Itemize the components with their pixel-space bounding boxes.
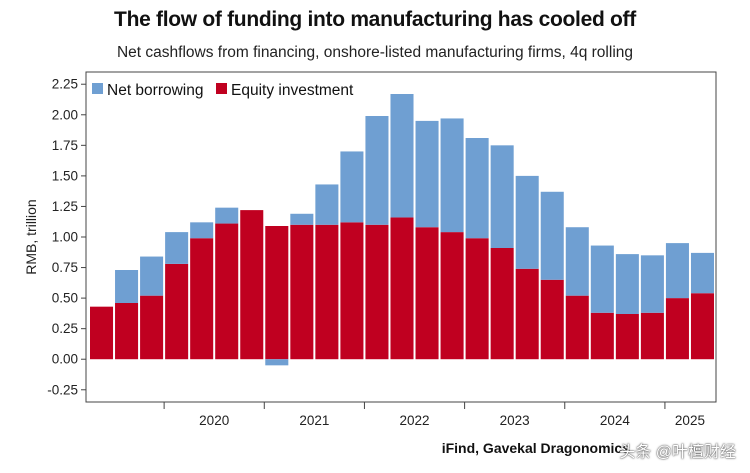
- bar-equity-investment-2024Q4: [640, 312, 664, 360]
- bar-net-borrowing-2019Q3: [115, 270, 139, 303]
- bar-equity-investment-2021Q3: [315, 224, 339, 360]
- source-note: iFind, Gavekal Dragonomics: [441, 440, 630, 456]
- y-tick-label: 0.25: [52, 321, 78, 336]
- bar-equity-investment-2022Q4: [440, 232, 464, 360]
- bar-equity-investment-2020Q3: [215, 223, 239, 360]
- bar-equity-investment-2020Q4: [240, 210, 264, 360]
- y-tick-label: 2.00: [52, 107, 78, 122]
- bar-net-borrowing-2021Q4: [340, 151, 364, 223]
- bar-equity-investment-2023Q3: [515, 268, 539, 360]
- bar-net-borrowing-2022Q3: [415, 120, 439, 228]
- bar-equity-investment-2019Q2: [90, 306, 114, 360]
- bar-equity-investment-2025Q2: [690, 293, 714, 360]
- bar-net-borrowing-2024Q4: [640, 255, 664, 313]
- bar-net-borrowing-2024Q3: [615, 254, 639, 314]
- bars-group: [90, 94, 714, 366]
- legend-label-equity-investment: Equity investment: [231, 82, 354, 99]
- legend-swatch-equity-investment: [216, 83, 227, 94]
- bar-equity-investment-2019Q4: [140, 295, 164, 360]
- bar-net-borrowing-2022Q4: [440, 118, 464, 233]
- bar-net-borrowing-2021Q2: [290, 213, 314, 225]
- bar-equity-investment-2025Q1: [665, 298, 689, 360]
- y-tick-label: -0.25: [47, 382, 78, 397]
- x-year-label-2025: 2025: [675, 413, 705, 428]
- bar-equity-investment-2020Q1: [165, 263, 189, 360]
- bar-net-borrowing-2023Q1: [465, 138, 489, 239]
- bar-net-borrowing-2022Q1: [365, 116, 389, 225]
- y-tick-label: 0.75: [52, 260, 78, 275]
- y-tick-label: 2.25: [52, 77, 78, 92]
- bar-equity-investment-2022Q3: [415, 227, 439, 360]
- x-year-label-2020: 2020: [199, 413, 229, 428]
- y-tick-label: 0.00: [52, 352, 78, 367]
- bar-equity-investment-2023Q4: [540, 279, 564, 360]
- chart-title: The flow of funding into manufacturing h…: [114, 8, 636, 31]
- bar-net-borrowing-2024Q2: [590, 245, 614, 313]
- bar-equity-investment-2023Q2: [490, 248, 514, 360]
- bar-net-borrowing-2020Q3: [215, 207, 239, 224]
- bar-net-borrowing-2023Q2: [490, 145, 514, 248]
- bar-equity-investment-2024Q3: [615, 314, 639, 360]
- bar-net-borrowing-2022Q2: [390, 94, 414, 218]
- bar-equity-investment-2022Q1: [365, 224, 389, 360]
- x-year-label-2024: 2024: [600, 413, 631, 428]
- bar-net-borrowing-2023Q4: [540, 191, 564, 280]
- bar-net-borrowing-2024Q1: [565, 227, 589, 296]
- bar-equity-investment-2021Q1: [265, 226, 289, 360]
- x-year-label-2023: 2023: [500, 413, 530, 428]
- bar-net-borrowing-2023Q3: [515, 175, 539, 269]
- bar-equity-investment-2019Q3: [115, 303, 139, 360]
- chart-subtitle: Net cashflows from financing, onshore-li…: [116, 44, 634, 61]
- y-tick-label: 0.50: [52, 291, 78, 306]
- y-axis: -0.25 0.00 0.25 0.50 0.75 1.00 1.25 1.50 1.75 2.0…: [47, 77, 86, 397]
- bar-net-borrowing-2025Q2: [690, 252, 714, 294]
- legend-swatch-net-borrowing: [92, 83, 103, 94]
- x-year-label-2022: 2022: [399, 413, 429, 428]
- bar-net-borrowing-2021Q1: [265, 359, 289, 366]
- y-tick-label: 1.00: [52, 230, 78, 245]
- bar-equity-investment-2020Q2: [190, 238, 214, 360]
- bar-equity-investment-2023Q1: [465, 238, 489, 360]
- bar-equity-investment-2024Q1: [565, 295, 589, 360]
- legend-label-net-borrowing: Net borrowing: [107, 82, 204, 99]
- bar-equity-investment-2021Q2: [290, 224, 314, 360]
- bar-equity-investment-2021Q4: [340, 222, 364, 360]
- bar-net-borrowing-2020Q2: [190, 222, 214, 239]
- x-year-label-2021: 2021: [299, 413, 329, 428]
- y-tick-label: 1.75: [52, 138, 78, 153]
- bar-equity-investment-2024Q2: [590, 312, 614, 360]
- watermark-text: 头条 @叶檀财经: [619, 444, 736, 461]
- bar-net-borrowing-2020Q1: [165, 232, 189, 264]
- y-tick-label: 1.25: [52, 199, 78, 214]
- legend: Net borrowing Equity investment: [92, 82, 354, 99]
- y-tick-label: 1.50: [52, 168, 78, 183]
- bar-net-borrowing-2019Q4: [140, 256, 164, 296]
- bar-net-borrowing-2025Q1: [665, 243, 689, 299]
- x-axis: 2020 2021 2022 2023 2024 2025: [163, 402, 705, 428]
- bar-equity-investment-2022Q2: [390, 217, 414, 360]
- bar-net-borrowing-2021Q3: [315, 184, 339, 225]
- y-axis-label: RMB, trillion: [23, 199, 39, 274]
